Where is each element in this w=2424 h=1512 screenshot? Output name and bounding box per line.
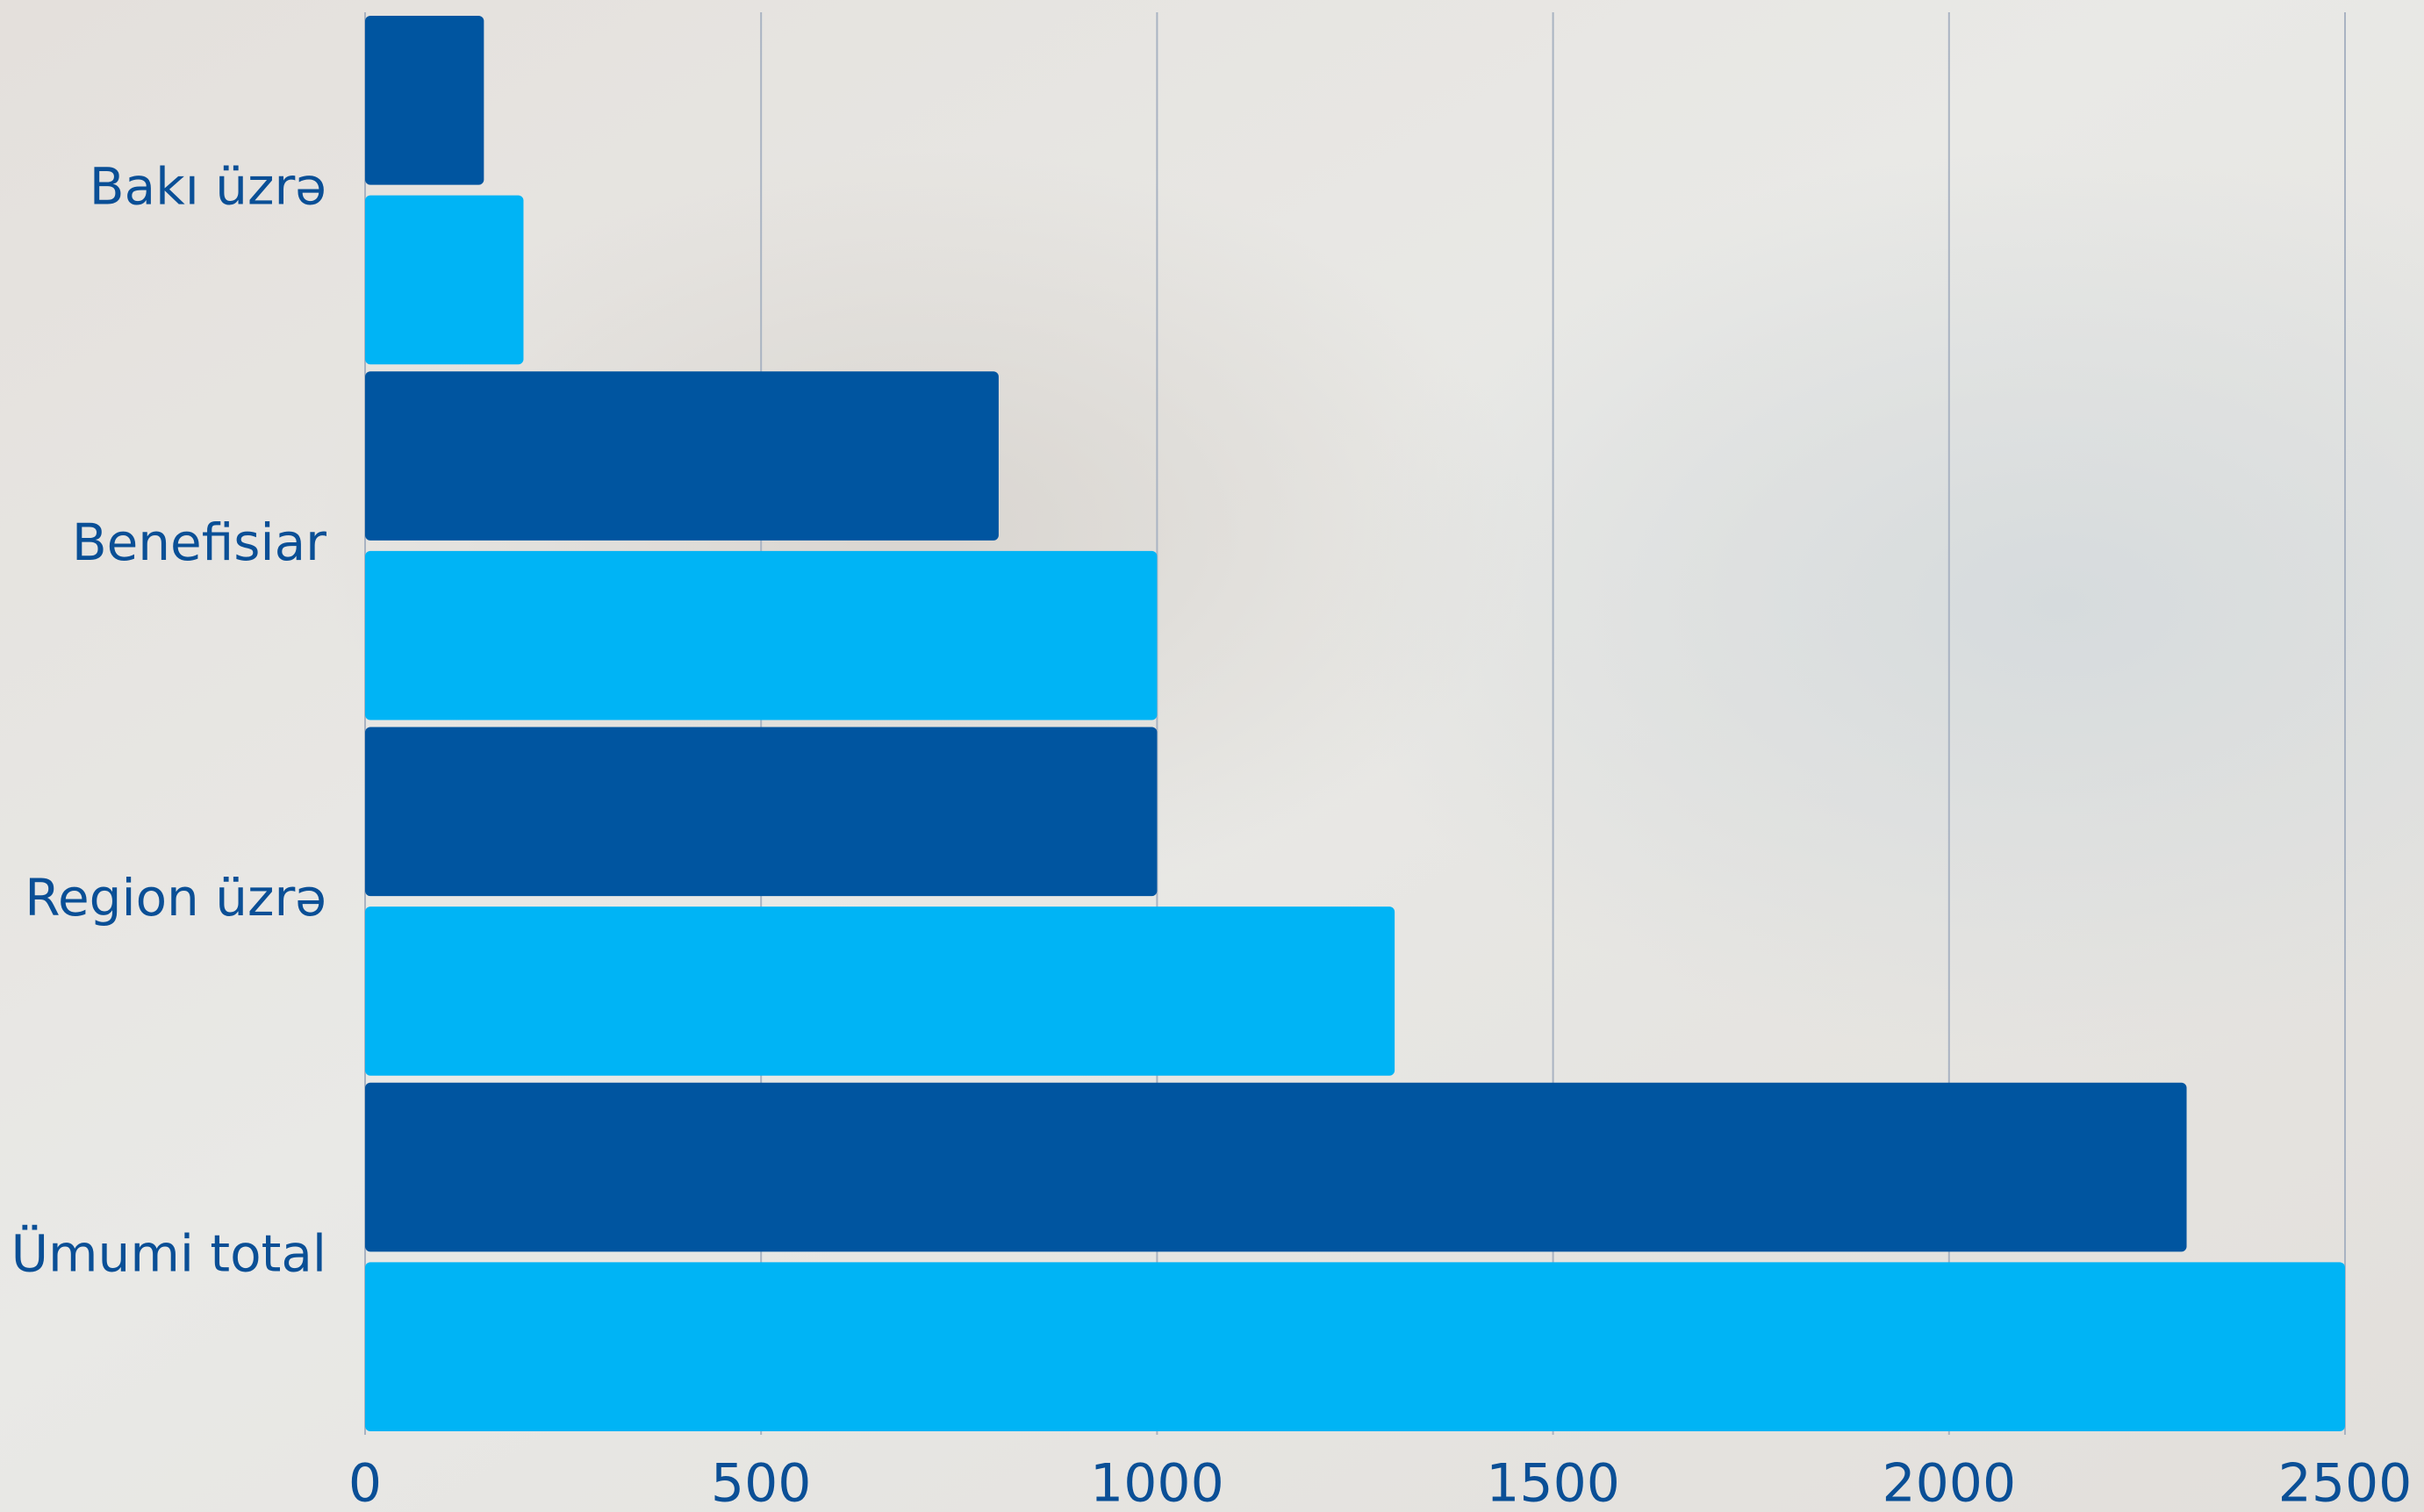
bar	[365, 550, 1158, 720]
bar	[365, 906, 1395, 1076]
x-tick-label: 0	[348, 1453, 382, 1512]
x-tick-label: 2500	[2278, 1453, 2413, 1512]
bar	[365, 371, 999, 541]
bar	[365, 195, 524, 365]
bar	[365, 1262, 2345, 1431]
bar	[365, 727, 1158, 897]
x-tick-label: 1000	[1090, 1453, 1224, 1512]
y-tick-label: Benefisiar	[72, 512, 326, 572]
x-tick-label: 500	[711, 1453, 812, 1512]
bar	[365, 1082, 2187, 1252]
y-tick-label: Bakı üzrə	[90, 157, 326, 217]
x-tick-label: 2000	[1882, 1453, 2016, 1512]
x-tick-label: 1500	[1486, 1453, 1620, 1512]
bar	[365, 16, 484, 185]
y-tick-label: Region üzrə	[25, 868, 326, 928]
y-tick-label: Ümumi total	[11, 1223, 326, 1283]
